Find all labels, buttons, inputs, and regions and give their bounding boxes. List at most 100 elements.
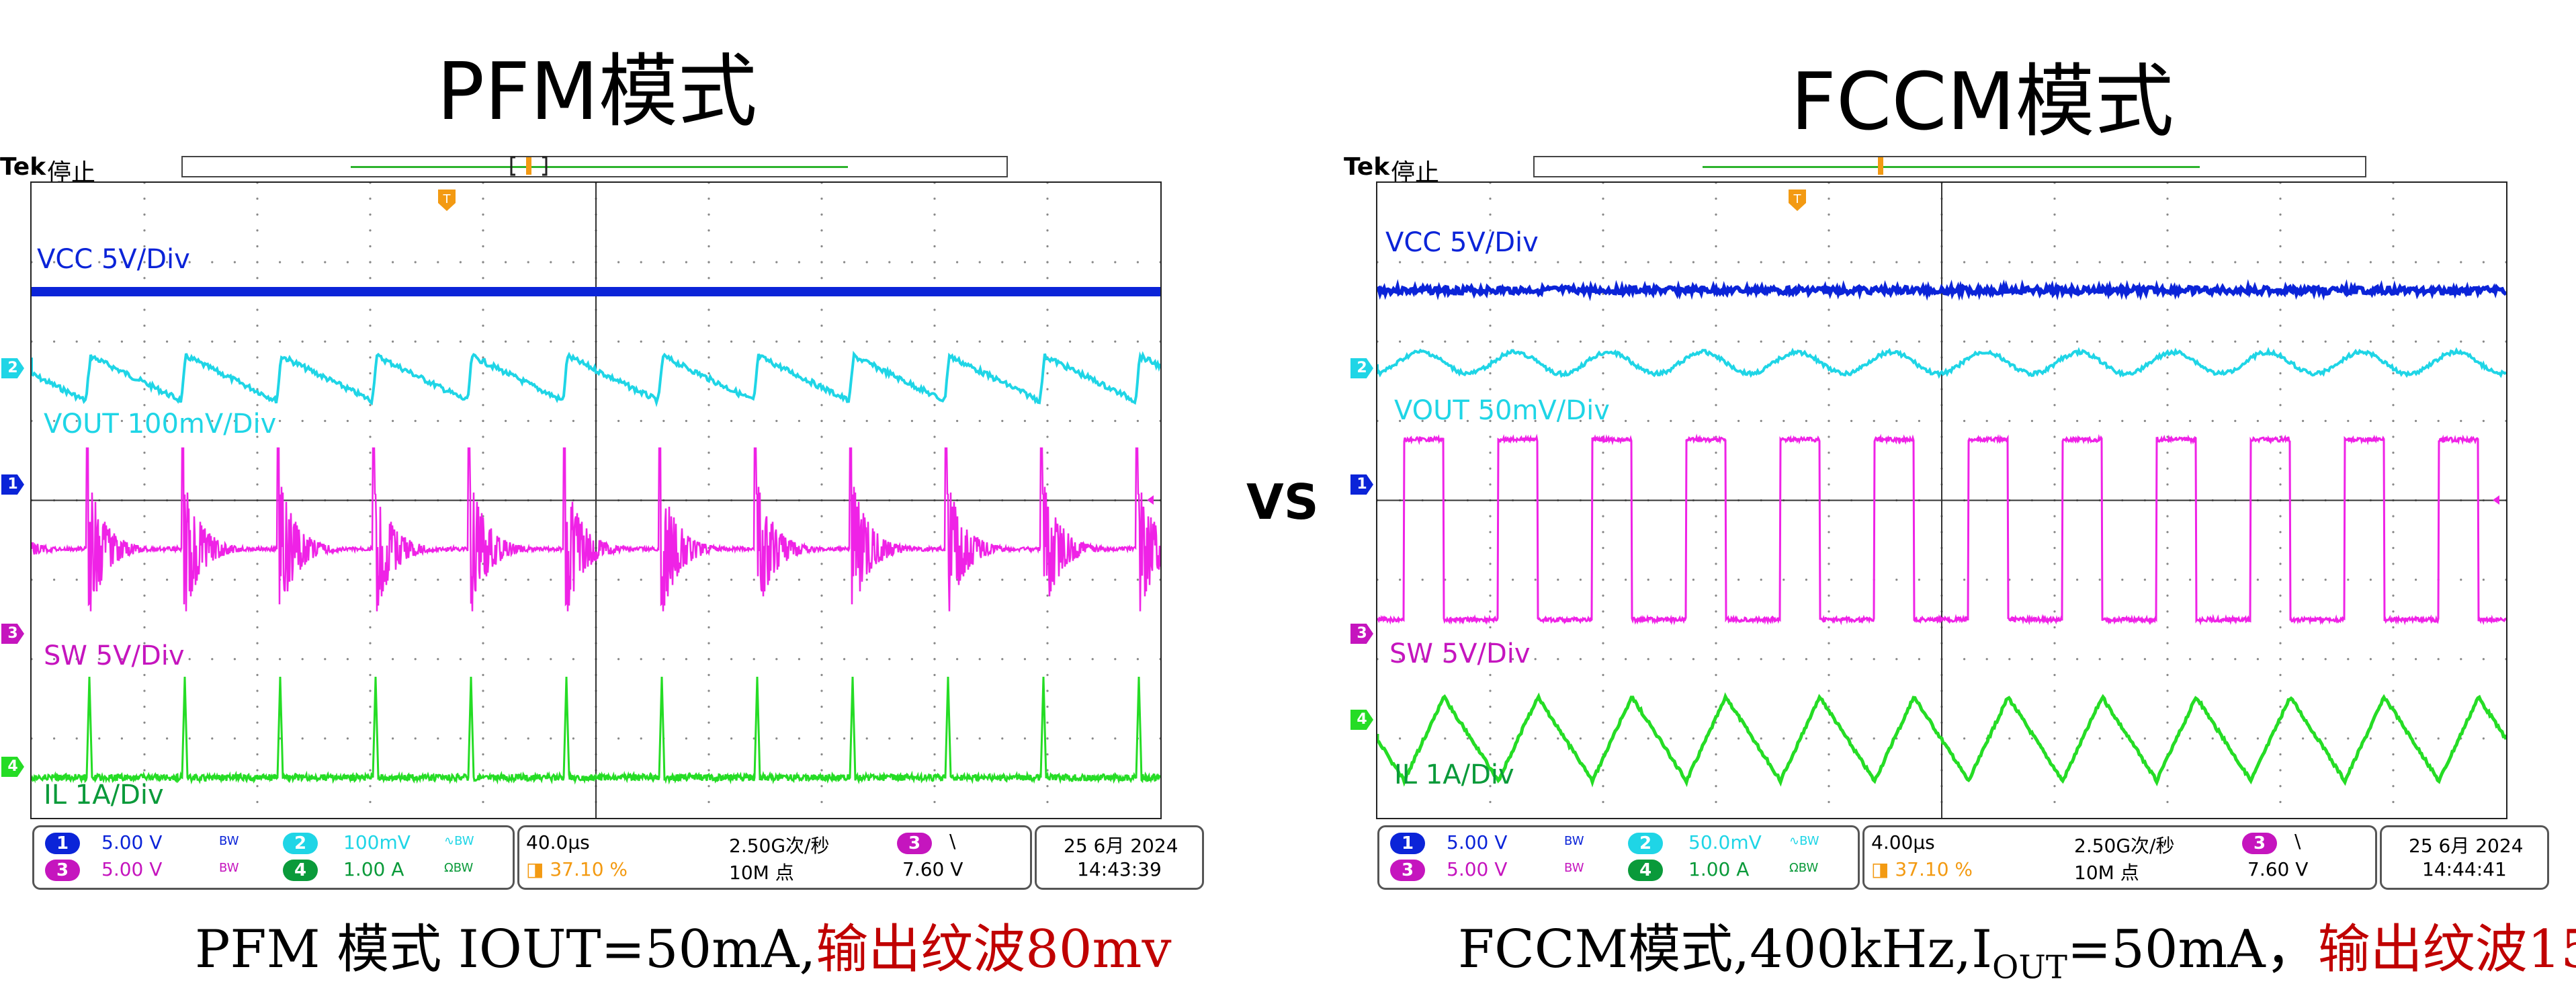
ch3-scale: 5.00 V bbox=[1447, 858, 1508, 880]
trigger-position-value: 37.10 % bbox=[1895, 858, 1973, 880]
fccm-scope-screen: Tek 停止 T VCC 5V/Div VOUT 50mV/Div SW 5V/… bbox=[1344, 153, 2553, 960]
timebase: 4.00µs bbox=[1871, 831, 1935, 853]
ch4-badge[interactable]: 4 bbox=[283, 860, 318, 881]
trigger-window-icon bbox=[1878, 157, 1883, 175]
sw-trace bbox=[1377, 433, 2506, 626]
trigger-channel-badge[interactable]: 3 bbox=[2242, 833, 2277, 854]
trigger-level: 7.60 V bbox=[902, 858, 963, 880]
ch1-scale: 5.00 V bbox=[1447, 831, 1508, 853]
ch4-badge[interactable]: 4 bbox=[1628, 860, 1663, 881]
il-trace bbox=[32, 676, 1160, 785]
waveform-display bbox=[1377, 183, 2506, 818]
trigger-position-icon: T bbox=[1789, 190, 1806, 211]
brand-logo: Tek bbox=[0, 153, 46, 181]
ch1-bw: BW bbox=[1564, 834, 1584, 848]
sample-rate: 2.50G次/秒 bbox=[729, 835, 830, 857]
trigger-position-value: 37.10 % bbox=[550, 858, 628, 880]
record-timeline[interactable] bbox=[1533, 156, 2366, 177]
svg-text:T: T bbox=[1793, 192, 1802, 206]
ch3-marker[interactable]: 3 bbox=[1, 624, 24, 644]
acquisition-panel[interactable]: 4.00µs ◨ 37.10 % 2.50G次/秒 10M 点 3 \ 7.60… bbox=[1862, 825, 2377, 890]
scope-header: Tek 停止 bbox=[1344, 153, 2553, 187]
trigger-position-icon: T bbox=[438, 190, 456, 211]
acquisition-panel[interactable]: 40.0µs ◨ 37.10 % 2.50G次/秒 10M 点 3 \ 7.60… bbox=[517, 825, 1032, 890]
trigger-window-icon bbox=[510, 156, 548, 176]
ch4-bw: ΩBW bbox=[444, 861, 474, 875]
ch2-badge[interactable]: 2 bbox=[1628, 833, 1663, 854]
trigger-channel-badge[interactable]: 3 bbox=[897, 833, 932, 854]
ch1-marker[interactable]: 1 bbox=[1350, 474, 1373, 495]
trigger-level: 7.60 V bbox=[2247, 858, 2309, 880]
ch2-bw: ∿BW bbox=[1789, 834, 1819, 848]
vcc-trace bbox=[1377, 279, 2506, 302]
pfm-scope-screen: Tek 停止 T VCC 5V/Div VOUT 100mV/Div SW 5V… bbox=[0, 153, 1209, 960]
ch2-scale: 100mV bbox=[343, 831, 411, 853]
ch3-badge[interactable]: 3 bbox=[1390, 860, 1425, 881]
waveform-display bbox=[32, 183, 1160, 818]
fccm-caption-text-2: =50mA， bbox=[2067, 919, 2318, 980]
sw-channel-label: SW 5V/Div bbox=[44, 640, 185, 671]
svg-text:T: T bbox=[443, 192, 452, 206]
ch2-marker[interactable]: 2 bbox=[1, 358, 24, 378]
scope-header: Tek 停止 bbox=[0, 153, 1209, 187]
trigger-slope-icon: \ bbox=[2294, 830, 2301, 852]
ch3-badge[interactable]: 3 bbox=[45, 860, 80, 881]
ch2-marker[interactable]: 2 bbox=[1350, 358, 1373, 378]
vout-trace bbox=[32, 350, 1160, 408]
graticule bbox=[1377, 183, 2506, 818]
trigger-position: ◨ 37.10 % bbox=[1871, 858, 1973, 880]
fccm-ripple-text: 输出纹波15mv bbox=[2317, 919, 2576, 980]
vcc-channel-label: VCC 5V/Div bbox=[1385, 227, 1539, 258]
ch1-badge[interactable]: 1 bbox=[1390, 833, 1425, 854]
ch3-marker[interactable]: 3 bbox=[1350, 624, 1373, 644]
trigger-slope-icon: \ bbox=[949, 830, 956, 852]
fccm-title: FCCM模式 bbox=[1791, 55, 2174, 148]
ch2-scale: 50.0mV bbox=[1688, 831, 1762, 853]
pfm-title: PFM模式 bbox=[437, 45, 757, 138]
vcc-trace bbox=[32, 287, 1160, 296]
ch2-badge[interactable]: 2 bbox=[283, 833, 318, 854]
vout-channel-label: VOUT 100mV/Div bbox=[44, 409, 277, 440]
ch1-marker[interactable]: 1 bbox=[1, 474, 24, 495]
sw-trace bbox=[32, 447, 1160, 612]
record-timeline[interactable] bbox=[181, 156, 1008, 177]
il-trace bbox=[1377, 692, 2506, 788]
datetime-panel: 25 6月 2024 14:43:39 bbox=[1035, 825, 1204, 890]
brand-logo: Tek bbox=[1344, 153, 1390, 181]
timebase: 40.0µs bbox=[526, 831, 590, 853]
datetime-panel: 25 6月 2024 14:44:41 bbox=[2380, 825, 2549, 890]
pfm-caption-text: PFM 模式 IOUT=50mA, bbox=[195, 919, 816, 980]
pfm-ripple-text: 输出纹波80mv bbox=[816, 919, 1172, 980]
ch3-scale: 5.00 V bbox=[101, 858, 163, 880]
ch4-scale: 1.00 A bbox=[1688, 858, 1750, 880]
il-channel-label: IL 1A/Div bbox=[1394, 759, 1514, 790]
ch4-marker[interactable]: 4 bbox=[1350, 710, 1373, 730]
sw-channel-label: SW 5V/Div bbox=[1389, 638, 1531, 669]
time: 14:43:39 bbox=[1077, 858, 1162, 880]
ch1-badge[interactable]: 1 bbox=[45, 833, 80, 854]
date: 25 6月 2024 bbox=[1064, 835, 1178, 857]
ch4-marker[interactable]: 4 bbox=[1, 757, 24, 777]
channel-settings-panel[interactable]: 1 5.00 V BW 2 100mV ∿BW 3 5.00 V BW 4 1.… bbox=[32, 825, 515, 890]
pfm-caption: PFM 模式 IOUT=50mA,输出纹波80mv bbox=[195, 907, 1172, 983]
record-length: 10M 点 bbox=[2074, 862, 2139, 884]
graticule bbox=[32, 183, 1160, 818]
waveform-grid[interactable] bbox=[30, 181, 1162, 819]
time: 14:44:41 bbox=[2422, 858, 2507, 880]
ch3-bw: BW bbox=[219, 861, 239, 875]
channel-settings-panel[interactable]: 1 5.00 V BW 2 50.0mV ∿BW 3 5.00 V BW 4 1… bbox=[1377, 825, 1860, 890]
vs-label: VS bbox=[1246, 474, 1319, 530]
trigger-level-marker bbox=[1147, 495, 1154, 505]
ch1-bw: BW bbox=[219, 834, 239, 848]
ch1-scale: 5.00 V bbox=[101, 831, 163, 853]
vout-trace bbox=[1377, 347, 2506, 379]
fccm-caption-text: FCCM模式,400kHz,I bbox=[1458, 919, 1993, 980]
vcc-channel-label: VCC 5V/Div bbox=[37, 244, 190, 275]
il-channel-label: IL 1A/Div bbox=[44, 780, 164, 810]
ch4-scale: 1.00 A bbox=[343, 858, 404, 880]
record-length: 10M 点 bbox=[729, 862, 794, 884]
fccm-caption-sub: OUT bbox=[1992, 948, 2067, 987]
fccm-caption: FCCM模式,400kHz,IOUT=50mA，输出纹波15mv bbox=[1458, 907, 2576, 987]
waveform-grid[interactable] bbox=[1376, 181, 2507, 819]
ch3-bw: BW bbox=[1564, 861, 1584, 875]
